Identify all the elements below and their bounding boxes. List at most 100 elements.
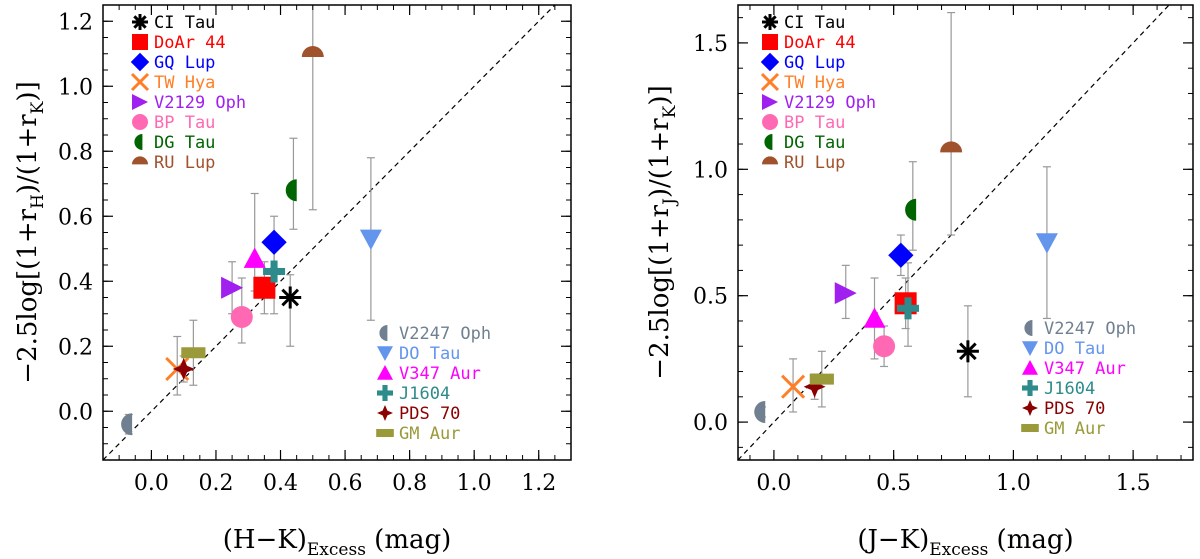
right-legend-label-j1604: J1604	[1044, 379, 1095, 399]
right-legend-marker-bp-tau-shape	[762, 114, 778, 130]
left-legend-label-do-tau: DO Tau	[399, 344, 460, 364]
left-x-tick-label: 0.4	[263, 471, 298, 496]
right-point-bp-tau-shape	[873, 335, 896, 358]
left-point-dg-tau	[285, 179, 297, 202]
left-y-axis-label-sub2: K	[28, 101, 48, 114]
right-y-axis-label: −2.5log[(1+rJ)/(1+rK)]	[645, 85, 680, 379]
right-x-axis-label-sub: Excess	[929, 540, 988, 559]
right-y-axis-label-sub1: J	[660, 198, 680, 207]
right-point-tw-hya	[781, 374, 806, 399]
left-x-tick-label: 0.6	[328, 471, 363, 496]
right-legend-marker-tw-hya-stroke	[760, 72, 780, 92]
right-point-bp-tau	[873, 335, 896, 358]
left-legend-marker-v2129-oph	[132, 94, 148, 110]
left-y-tick-label: 0.2	[58, 335, 93, 360]
right-legend-marker-v347-aur-shape	[1022, 360, 1038, 375]
right-legend-marker-dg-tau	[764, 134, 773, 150]
left-x-tick-label: 0.8	[392, 471, 427, 496]
right-legend-label-dg-tau: DG Tau	[784, 133, 845, 153]
left-legend-marker-doar-44	[132, 34, 148, 50]
right-point-gm-aur	[809, 373, 834, 385]
left-legend-marker-pds-70-shape	[377, 405, 393, 421]
left-legend-marker-v2247-oph	[379, 325, 388, 341]
right-x-axis-label: (J−K)Excess (mag)	[857, 525, 1073, 559]
left-point-gm-aur-shape	[181, 347, 206, 359]
left-x-axis-label-unit: (mag)	[366, 525, 451, 555]
left-point-ru-lup-shape	[301, 46, 324, 58]
left-legend-marker-j1604	[377, 385, 393, 401]
left-y-axis-label-prefix: −2.5log[(1+r	[13, 208, 43, 383]
left-y-axis-label-sub1: H	[28, 194, 48, 209]
left-legend-marker-pds-70	[377, 405, 393, 421]
left-legend-label-v2129-oph: V2129 Oph	[154, 93, 246, 113]
right-point-gq-lup	[888, 242, 914, 268]
left-legend-marker-ci-tau	[132, 14, 148, 30]
left-y-tick-label: 0.6	[58, 205, 93, 230]
left-point-gq-lup	[261, 229, 287, 255]
left-legend-marker-j1604-shape	[382, 385, 388, 401]
left-legend-marker-bp-tau-shape	[132, 114, 148, 130]
left-x-tick-label: 1.2	[521, 471, 556, 496]
left-plot-area	[103, 5, 556, 460]
left-point-doar-44-shape	[253, 276, 276, 299]
left-legend-label-v347-aur: V347 Aur	[399, 364, 481, 384]
right-legend-marker-gq-lup-shape	[760, 52, 780, 72]
left-point-gq-lup-shape	[261, 229, 287, 255]
left-legend-marker-ru-lup-shape	[132, 156, 148, 165]
right-point-v2247-oph-shape	[754, 400, 766, 423]
left-legend-label-v2247-oph: V2247 Oph	[399, 324, 491, 344]
left-legend-marker-tw-hya-stroke	[130, 72, 150, 92]
right-legend-marker-ru-lup-shape	[762, 156, 778, 165]
right-legend-marker-do-tau-shape	[1022, 341, 1038, 356]
left-y-axis-label: −2.5log[(1+rH)/(1+rK)]	[13, 81, 48, 383]
right-legend-label-do-tau: DO Tau	[1044, 339, 1105, 359]
right-point-ci-tau	[956, 340, 979, 363]
left-legend-marker-do-tau-shape	[377, 346, 393, 361]
right-legend-label-tw-hya: TW Hya	[784, 73, 845, 93]
right-legend-marker-ci-tau	[762, 14, 778, 30]
right-point-j1604	[897, 297, 920, 320]
right-legend-label-ru-lup: RU Lup	[784, 153, 845, 173]
right-legend-label-ci-tau: CI Tau	[784, 13, 845, 33]
right-point-do-tau-shape	[1035, 233, 1058, 254]
left-legend-label-doar-44: DoAr 44	[154, 33, 226, 53]
left-legend-marker-dg-tau-shape	[134, 134, 143, 150]
right-point-j1604-shape	[904, 297, 912, 320]
left-point-bp-tau	[230, 306, 253, 328]
right-legend-marker-v347-aur	[1022, 360, 1038, 375]
left-point-do-tau-shape	[359, 229, 382, 250]
right-x-tick-label: 0.5	[876, 471, 911, 496]
right-legend-marker-dg-tau-shape	[764, 134, 773, 150]
right-panel: 0.0 0.5 1.0 1.5 0.0 0.5 1.0 1.5 (J−K)Excess (mag…	[645, 4, 1194, 559]
left-legend-label-ci-tau: CI Tau	[154, 13, 215, 33]
right-legend-marker-ci-tau-stroke	[763, 15, 777, 29]
left-legend-marker-tw-hya	[130, 72, 150, 92]
right-legend-marker-doar-44	[762, 34, 778, 50]
left-y-tick-label: 1.2	[58, 10, 93, 35]
right-y-axis-label-sub2: K	[660, 105, 680, 118]
left-x-tick-label: 0.2	[198, 471, 233, 496]
left-x-tick-label: 0.0	[134, 471, 169, 496]
right-legend-marker-j1604	[1022, 380, 1038, 396]
left-legend-marker-ru-lup	[132, 156, 148, 165]
right-legend-label-gq-lup: GQ Lup	[784, 53, 845, 73]
right-point-pds-70-shape	[803, 375, 826, 398]
right-x-tick-label: 1.0	[996, 471, 1031, 496]
left-legend-marker-v2247-oph-shape	[379, 325, 388, 341]
right-point-v2247-oph	[754, 400, 766, 423]
left-point-v2129-oph-shape	[221, 276, 244, 299]
left-point-dg-tau-shape	[285, 179, 297, 202]
left-point-j1604	[263, 260, 286, 283]
right-y-tick-label: 1.0	[693, 158, 728, 183]
left-x-axis-label-main: (H−K)	[223, 525, 307, 555]
left-panel: 0.0 0.2 0.4 0.6 0.8 1.0 1.2 0.0 0.2 0.4 0.6 0.8 1.0 1…	[13, 4, 572, 559]
left-point-bp-tau-shape	[230, 306, 253, 328]
left-legend-marker-v347-aur	[377, 365, 393, 380]
left-y-tick-label: 0.0	[58, 400, 93, 425]
right-legend-marker-pds-70-shape	[1022, 400, 1038, 416]
left-legend-label-ru-lup: RU Lup	[154, 153, 215, 173]
left-y-axis-label-suffix: )]	[13, 81, 43, 101]
